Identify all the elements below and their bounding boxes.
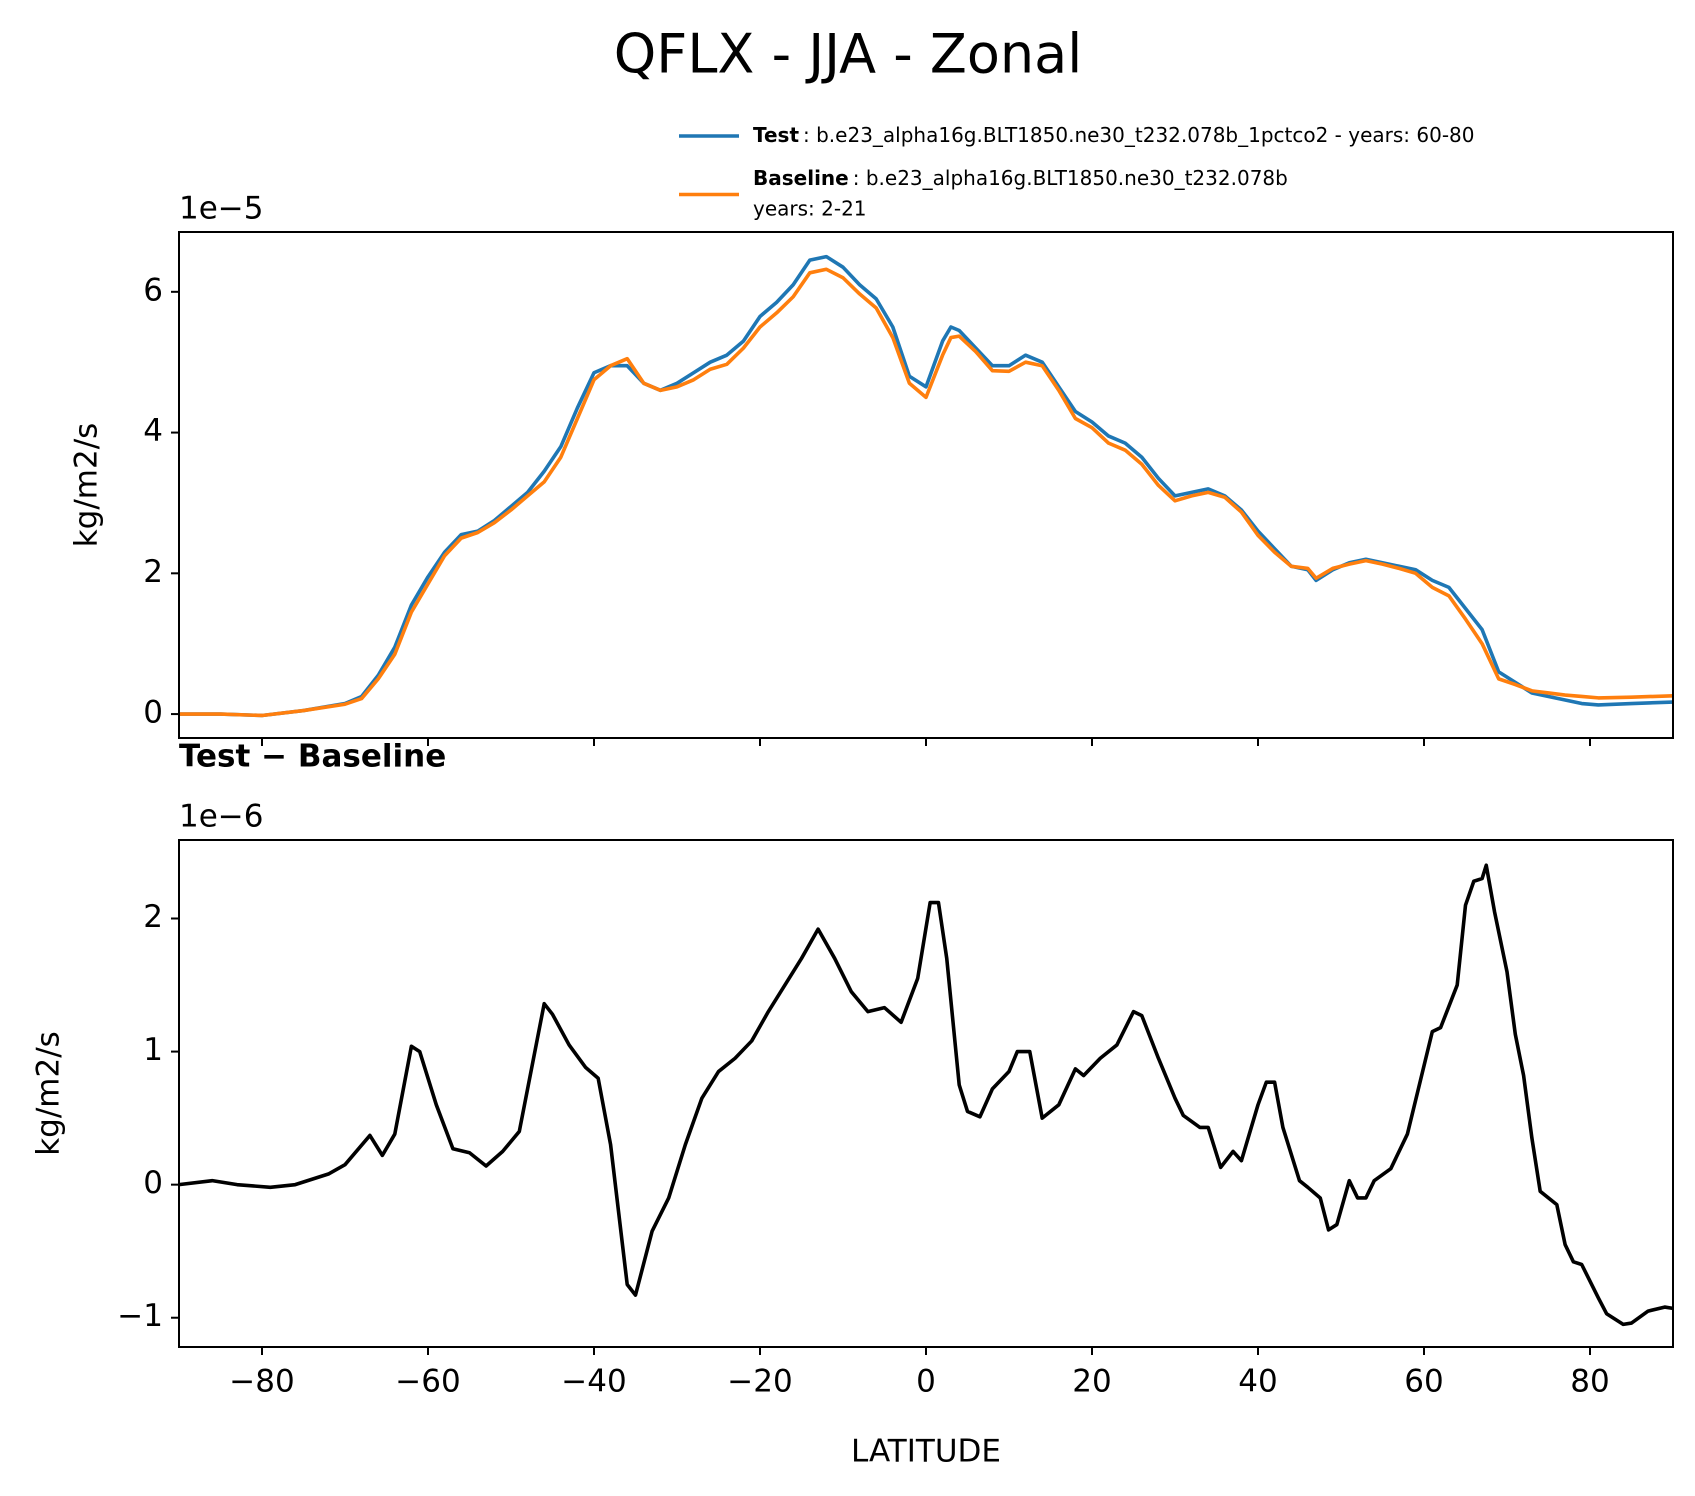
x-tick-label: 0 <box>916 1364 936 1400</box>
legend-name: Baseline <box>753 166 849 190</box>
y-tick-label: 0 <box>143 695 163 731</box>
offset-label: 1e−6 <box>179 799 264 835</box>
y-tick-label: 0 <box>143 1165 163 1201</box>
data-line <box>178 863 1674 1327</box>
x-axis-label: LATITUDE <box>851 1434 1001 1470</box>
y-tick-label: 4 <box>143 413 163 449</box>
legend-text: : b.e23_alpha16g.BLT1850.ne30_t232.078b_… <box>803 123 1475 147</box>
y-tick-label: 2 <box>143 554 163 590</box>
x-tick-label: −60 <box>395 1364 460 1400</box>
x-tick-label: −80 <box>229 1364 294 1400</box>
x-tick-label: −40 <box>561 1364 626 1400</box>
y-tick-label: 2 <box>143 899 163 935</box>
x-tick-label: 80 <box>1570 1364 1609 1400</box>
data-line <box>179 267 1674 718</box>
y-tick-label: −1 <box>117 1298 163 1334</box>
x-tick-label: 60 <box>1404 1364 1443 1400</box>
legend-label: years: 2-21 <box>753 197 867 221</box>
legend-label: Test: b.e23_alpha16g.BLT1850.ne30_t232.0… <box>753 123 1475 147</box>
x-tick-label: 20 <box>1072 1364 1111 1400</box>
offset-label: 1e−5 <box>179 191 264 227</box>
y-tick-label: 6 <box>143 272 163 308</box>
y-axis-label: kg/m2/s <box>69 423 105 548</box>
x-tick-label: 40 <box>1238 1364 1277 1400</box>
legend-label: Baseline: b.e23_alpha16g.BLT1850.ne30_t2… <box>753 166 1288 190</box>
axes-title: Test − Baseline <box>179 739 446 775</box>
legend-name: Test <box>753 123 799 147</box>
x-tick-label: −20 <box>727 1364 792 1400</box>
figure-title: QFLX - JJA - Zonal <box>614 23 1082 86</box>
y-tick-label: 1 <box>143 1032 163 1068</box>
legend-text: : b.e23_alpha16g.BLT1850.ne30_t232.078b <box>853 166 1288 190</box>
data-line <box>179 254 1674 718</box>
y-axis-label: kg/m2/s <box>31 1031 67 1156</box>
